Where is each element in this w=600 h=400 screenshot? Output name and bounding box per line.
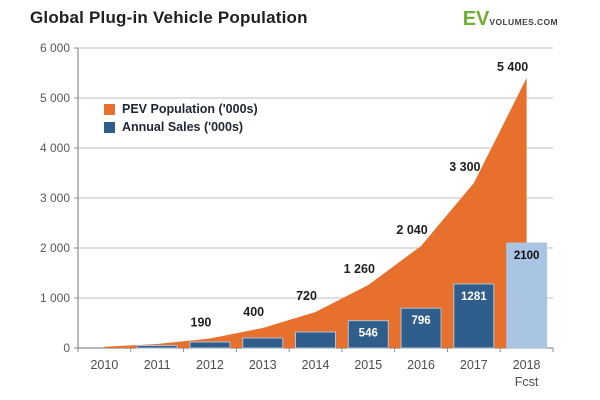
x-forecast-sublabel: Fcst: [515, 375, 539, 389]
y-tick-label: 4 000: [40, 141, 70, 155]
annual-sales-bar: [136, 345, 178, 349]
x-tick-label: 2010: [90, 358, 118, 372]
bar-data-label: 1281: [461, 291, 487, 303]
x-tick-label: 2011: [144, 358, 171, 372]
annual-sales-bar: [453, 283, 495, 349]
x-tick-label: 2015: [354, 358, 382, 372]
annual-sales-bar: [295, 331, 336, 349]
y-tick-label: 5 000: [40, 91, 70, 105]
x-tick-label: 2014: [302, 358, 330, 372]
annual-sales-bar: [506, 242, 548, 349]
pev-population-swatch-icon: [104, 103, 115, 115]
x-tick-label: 2012: [196, 358, 224, 372]
area-data-label: 190: [191, 316, 212, 330]
logo-ev-text: EV: [462, 8, 490, 30]
annual-sales-bar: [242, 337, 284, 349]
bar-data-label: 2100: [514, 250, 540, 262]
y-tick-label: 1 000: [40, 291, 70, 305]
area-data-label: 2 040: [396, 223, 427, 237]
chart-legend: PEV Population ('000s) Annual Sales ('00…: [104, 102, 258, 138]
bar-data-label: 796: [411, 315, 430, 327]
evvolumes-logo: EV VOLUMES.COM: [463, 9, 558, 29]
y-tick-label: 0: [63, 341, 70, 355]
annual-sales-bar: [189, 341, 231, 349]
legend-label: PEV Population ('000s): [122, 102, 258, 116]
x-tick-label: 2018: [513, 358, 541, 372]
annual-sales-bar: [400, 307, 442, 349]
chart-title: Global Plug-in Vehicle Population: [30, 8, 308, 27]
x-tick-label: 2013: [249, 358, 277, 372]
legend-item-annual-sales: Annual Sales ('000s): [104, 120, 258, 134]
x-tick-label: 2017: [460, 358, 488, 372]
legend-label: Annual Sales ('000s): [122, 120, 244, 134]
y-tick-label: 2 000: [40, 241, 70, 255]
area-data-label: 720: [296, 289, 317, 303]
pev-population-area: [104, 78, 527, 348]
y-tick-label: 6 000: [40, 41, 70, 55]
annual-sales-swatch-icon: [104, 121, 115, 133]
bar-data-label: 546: [359, 328, 378, 340]
area-data-label: 400: [243, 305, 264, 319]
area-data-label: 3 300: [449, 160, 480, 174]
x-tick-label: 2016: [407, 358, 435, 372]
legend-item-pev-population: PEV Population ('000s): [104, 102, 258, 116]
area-data-label: 1 260: [344, 262, 375, 276]
area-data-label: 5 400: [497, 60, 528, 74]
y-tick-label: 3 000: [40, 191, 70, 205]
logo-volumes-text: VOLUMES.COM: [489, 17, 558, 27]
annual-sales-bar: [347, 320, 389, 349]
